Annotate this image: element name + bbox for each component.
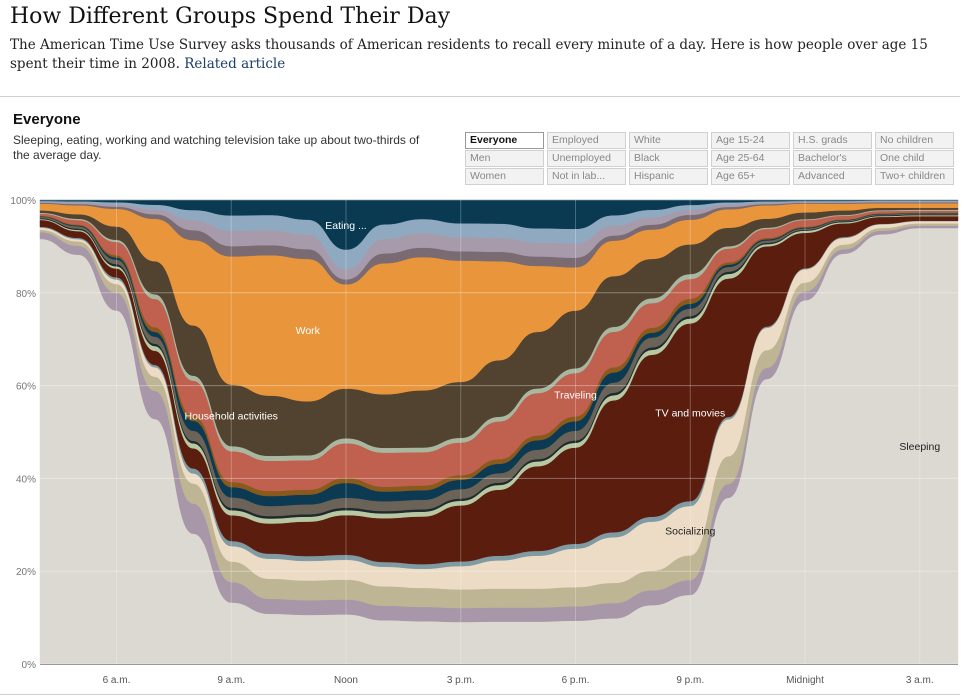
filter-button-bachelor-s[interactable]: Bachelor's bbox=[793, 150, 872, 167]
x-tick-label: 9 p.m. bbox=[676, 675, 704, 686]
x-tick-label: 9 a.m. bbox=[217, 675, 245, 686]
filter-button-women[interactable]: Women bbox=[465, 168, 544, 185]
group-filter-buttons: Everyone Employed White Age 15-24 H.S. grads… bbox=[465, 132, 954, 185]
x-tick-label: Midnight bbox=[786, 675, 824, 686]
filter-button-age-65[interactable]: Age 65+ bbox=[711, 168, 790, 185]
filter-button-one-child[interactable]: One child bbox=[875, 150, 954, 167]
y-tick-label: 100% bbox=[10, 196, 36, 207]
x-tick-label: Noon bbox=[334, 675, 358, 686]
filter-button-unemployed[interactable]: Unemployed bbox=[547, 150, 626, 167]
series-label-traveling: Traveling bbox=[554, 390, 597, 402]
group-description: Sleeping, eating, working and watching t… bbox=[13, 133, 420, 162]
filter-button-h-s-grads[interactable]: H.S. grads bbox=[793, 132, 872, 149]
series-label-sleeping: Sleeping bbox=[899, 441, 940, 453]
filter-button-men[interactable]: Men bbox=[465, 150, 544, 167]
filter-button-age-25-64[interactable]: Age 25-64 bbox=[711, 150, 790, 167]
intro-text: The American Time Use Survey asks thousa… bbox=[10, 36, 960, 74]
y-tick-label: 60% bbox=[16, 382, 36, 393]
header-divider bbox=[0, 96, 960, 97]
time-use-chart: 0% 20% 40% 60% 80% 100% 6 a.m. 9 a.m. Noon 3 p.m.… bbox=[10, 196, 959, 686]
series-eating bbox=[39, 199, 959, 250]
y-tick-label: 0% bbox=[22, 660, 37, 671]
filter-button-no-children[interactable]: No children bbox=[875, 132, 954, 149]
series-label-tv-and-movies: TV and movies bbox=[655, 407, 725, 419]
filter-button-everyone[interactable]: Everyone bbox=[465, 132, 544, 149]
series-label-work: Work bbox=[296, 325, 321, 337]
y-tick-label: 20% bbox=[16, 567, 36, 578]
filter-button-two-children[interactable]: Two+ children bbox=[875, 168, 954, 185]
filter-button-white[interactable]: White bbox=[629, 132, 708, 149]
x-tick-label: 3 a.m. bbox=[906, 675, 934, 686]
y-tick-label: 80% bbox=[16, 289, 36, 300]
related-article-link[interactable]: Related article bbox=[184, 56, 286, 72]
series-label-socializing: Socializing bbox=[665, 526, 715, 538]
filter-button-black[interactable]: Black bbox=[629, 150, 708, 167]
series-label-eating: Eating ... bbox=[325, 220, 366, 232]
filter-button-employed[interactable]: Employed bbox=[547, 132, 626, 149]
footer-divider bbox=[0, 694, 960, 695]
x-tick-label: 6 p.m. bbox=[562, 675, 590, 686]
x-tick-label: 6 a.m. bbox=[103, 675, 131, 686]
filter-button-age-15-24[interactable]: Age 15-24 bbox=[711, 132, 790, 149]
y-tick-label: 40% bbox=[16, 474, 36, 485]
filter-button-advanced[interactable]: Advanced bbox=[793, 168, 872, 185]
intro-body: The American Time Use Survey asks thousa… bbox=[10, 37, 928, 72]
group-title: Everyone bbox=[13, 111, 81, 128]
series-label-household-activities: Household activities bbox=[185, 410, 278, 422]
page-title: How Different Groups Spend Their Day bbox=[10, 4, 450, 29]
filter-button-not-in-lab[interactable]: Not in lab... bbox=[547, 168, 626, 185]
filter-button-hispanic[interactable]: Hispanic bbox=[629, 168, 708, 185]
x-tick-label: 3 p.m. bbox=[447, 675, 475, 686]
